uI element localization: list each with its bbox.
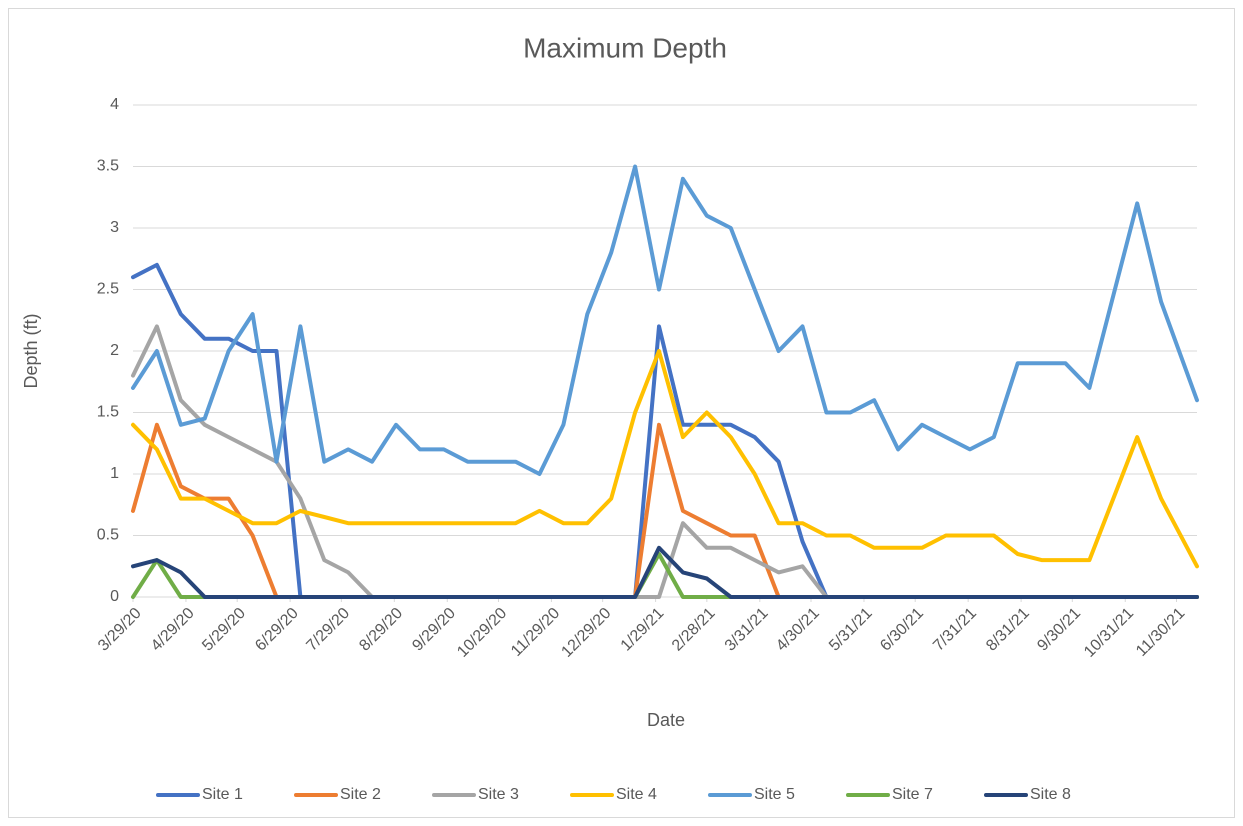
legend-label: Site 8 xyxy=(1030,786,1071,803)
y-tick-label: 0.5 xyxy=(97,527,119,544)
legend-label: Site 5 xyxy=(754,786,795,803)
series-line xyxy=(131,349,1199,569)
chart-title: Maximum Depth xyxy=(523,32,727,63)
x-axis-label: Date xyxy=(647,710,685,730)
y-axis-label: Depth (ft) xyxy=(21,313,41,388)
legend-label: Site 7 xyxy=(892,786,933,803)
series-line xyxy=(131,164,1199,476)
y-tick-label: 1 xyxy=(110,465,119,482)
legend-label: Site 4 xyxy=(616,786,657,803)
legend-label: Site 3 xyxy=(478,786,519,803)
legend-label: Site 1 xyxy=(202,786,243,803)
y-tick-label: 4 xyxy=(110,96,119,113)
y-tick-label: 3 xyxy=(110,219,119,236)
legend-label: Site 2 xyxy=(340,786,381,803)
y-tick-label: 0 xyxy=(110,588,119,605)
y-tick-label: 3.5 xyxy=(97,158,119,175)
y-tick-label: 2.5 xyxy=(97,281,119,298)
y-tick-label: 1.5 xyxy=(97,404,119,421)
series-line xyxy=(131,545,1199,599)
y-tick-label: 2 xyxy=(110,342,119,359)
